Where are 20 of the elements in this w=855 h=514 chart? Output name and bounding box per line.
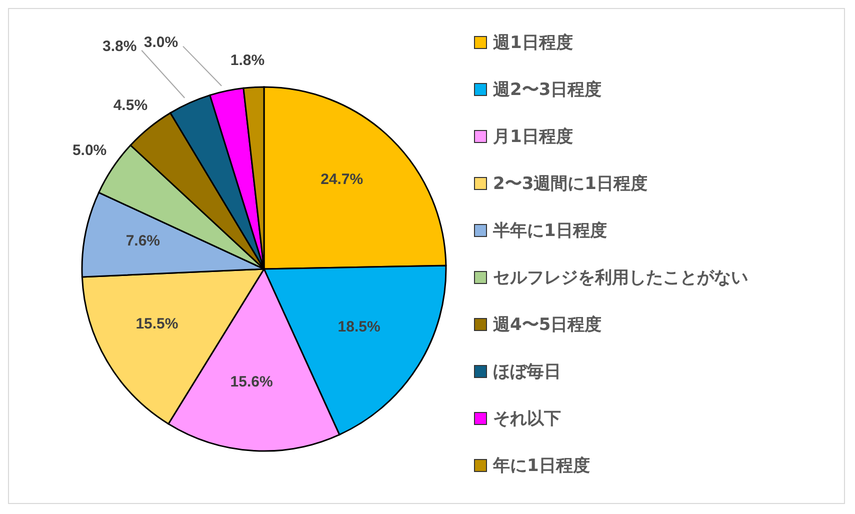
legend-label: 月1日程度 <box>493 126 573 148</box>
legend-label: 週4〜5日程度 <box>493 314 602 336</box>
data-label: 3.8% <box>102 38 137 55</box>
data-label: 15.6% <box>230 374 273 391</box>
legend-label: 2〜3週間に1日程度 <box>493 173 648 195</box>
legend-label: それ以下 <box>493 408 561 430</box>
data-label: 18.5% <box>338 318 380 336</box>
legend-label: 週1日程度 <box>493 32 573 54</box>
data-label: 3.0% <box>144 34 178 51</box>
data-label: 4.5% <box>113 97 148 114</box>
data-label: 24.7% <box>320 171 364 188</box>
legend-label: 年に1日程度 <box>493 455 590 477</box>
legend-label: 週2〜3日程度 <box>493 79 602 101</box>
data-label: 15.5% <box>136 315 178 332</box>
data-label: 7.6% <box>126 232 160 250</box>
legend-label: ほぼ毎日 <box>493 361 561 383</box>
legend-label: セルフレジを利用したことがない <box>493 267 748 289</box>
data-label: 1.8% <box>230 52 265 69</box>
legend-label: 半年に1日程度 <box>493 220 607 242</box>
data-label: 5.0% <box>72 142 107 159</box>
